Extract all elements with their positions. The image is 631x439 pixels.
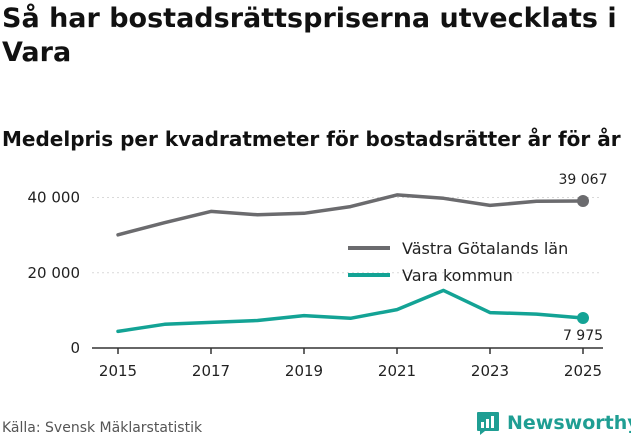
x-tick-label: 2015 (99, 362, 137, 380)
x-tick-label: 2021 (378, 362, 416, 380)
chart-title: Så har bostadsrättspriserna utvecklats i… (2, 3, 617, 68)
end-value-label: 39 067 (559, 172, 608, 188)
x-tick-label: 2017 (192, 362, 230, 380)
end-value-label: 7 975 (563, 328, 603, 344)
x-tick-label: 2019 (285, 362, 323, 380)
newsworthy-brand[interactable]: Newsworthy (475, 408, 631, 438)
series-end-point (577, 311, 589, 324)
chart-subtitle: Medelpris per kvadratmeter för bostadsrä… (2, 127, 621, 151)
brand-name: Newsworthy (507, 412, 631, 434)
series-line-vara-kommun (116, 288, 585, 334)
legend: Västra Götalands län Vara kommun (348, 239, 568, 285)
series-end-point (577, 195, 589, 208)
x-axis: 2015 2017 2019 2021 2023 2025 (92, 347, 603, 380)
newsworthy-logo-icon (477, 412, 499, 435)
legend-label: Västra Götalands län (402, 239, 568, 258)
y-tick-label: 20 000 (28, 264, 81, 282)
y-axis: 0 20 000 40 000 (28, 189, 81, 357)
y-tick-label: 40 000 (28, 189, 81, 207)
series-lines (116, 193, 589, 334)
series-line-vastra-gotalands-lan (116, 193, 585, 237)
source-note: Källa: Svensk Mäklarstatistik (2, 420, 203, 436)
x-tick-label: 2023 (471, 362, 509, 380)
y-tick-label: 0 (70, 339, 80, 357)
end-labels: 39 067 7 975 (559, 172, 608, 344)
legend-label: Vara kommun (402, 266, 513, 285)
x-tick-label: 2025 (564, 362, 602, 380)
